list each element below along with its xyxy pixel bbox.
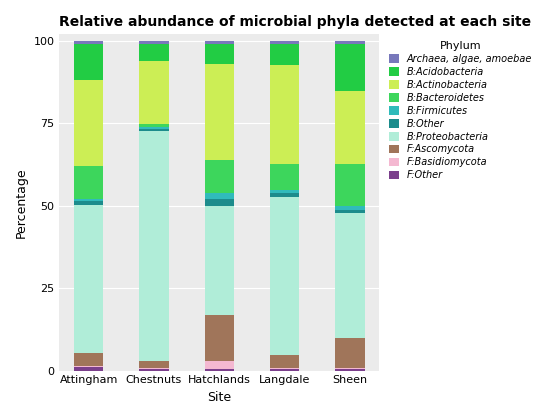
Bar — [270, 355, 299, 368]
Bar — [270, 193, 299, 197]
Bar — [139, 368, 169, 369]
Bar — [74, 166, 103, 199]
Y-axis label: Percentage: Percentage — [15, 167, 28, 238]
X-axis label: Site: Site — [207, 391, 232, 404]
Bar — [139, 131, 169, 361]
Bar — [335, 338, 365, 368]
Bar — [205, 369, 234, 370]
Bar — [270, 369, 299, 370]
Bar — [139, 127, 169, 129]
Bar — [335, 210, 365, 213]
Bar — [205, 315, 234, 361]
Bar — [74, 199, 103, 201]
Bar — [205, 41, 234, 44]
Bar — [270, 190, 299, 193]
Bar — [335, 41, 365, 44]
Bar — [270, 41, 299, 44]
Bar — [335, 369, 365, 370]
Bar — [335, 368, 365, 369]
Bar — [139, 44, 169, 61]
Bar — [139, 41, 169, 44]
Bar — [270, 197, 299, 355]
Bar — [74, 366, 103, 367]
Bar — [74, 201, 103, 205]
Bar — [335, 91, 365, 163]
Bar — [74, 353, 103, 366]
Bar — [270, 65, 299, 163]
Text: Relative abundance of microbial phyla detected at each site: Relative abundance of microbial phyla de… — [59, 15, 531, 29]
Bar — [335, 213, 365, 338]
Bar — [139, 369, 169, 370]
Bar — [139, 361, 169, 368]
Bar — [74, 41, 103, 44]
Bar — [74, 367, 103, 370]
Bar — [205, 361, 234, 369]
Bar — [270, 163, 299, 190]
Bar — [270, 44, 299, 65]
Bar — [139, 124, 169, 127]
Bar — [335, 163, 365, 207]
Bar — [205, 193, 234, 199]
Bar — [205, 199, 234, 206]
Bar — [139, 61, 169, 124]
Bar — [74, 205, 103, 353]
Legend: Archaea, algae, amoebae, B:Acidobacteria, B:Actinobacteria, B:Bacteroidetes, B:F: Archaea, algae, amoebae, B:Acidobacteria… — [387, 39, 534, 182]
Bar — [335, 207, 365, 210]
Bar — [74, 44, 103, 80]
Bar — [139, 129, 169, 131]
Bar — [205, 160, 234, 193]
Bar — [205, 206, 234, 315]
Bar — [270, 368, 299, 369]
Bar — [74, 80, 103, 166]
Bar — [205, 44, 234, 64]
Bar — [335, 44, 365, 91]
Bar — [205, 64, 234, 160]
